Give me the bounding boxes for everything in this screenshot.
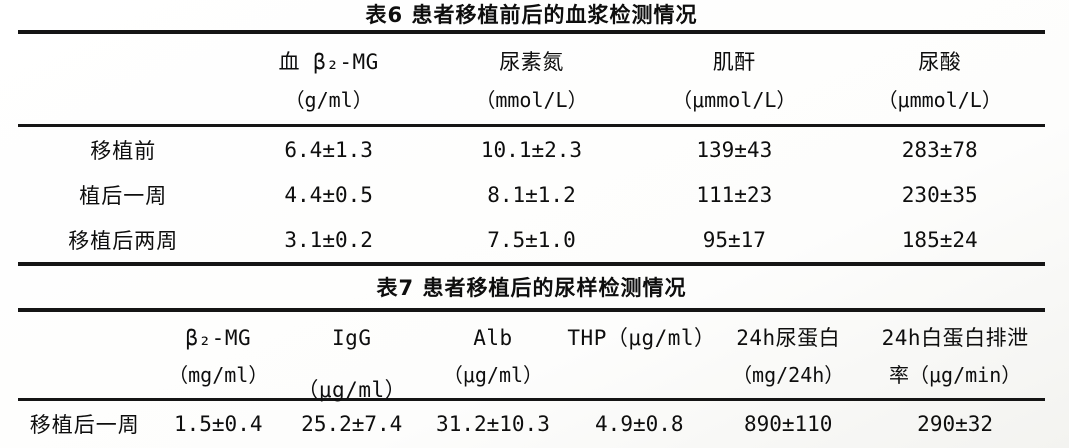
- column-name: 血 β₂-MG: [278, 50, 379, 74]
- column-unit: （μmmol/L）: [877, 88, 1002, 112]
- table7-header-rowlabel-empty: [18, 308, 152, 401]
- table-cell: 185±24: [834, 217, 1045, 266]
- column-unit: （g/ml）: [284, 88, 373, 112]
- table-cell: 290±32: [917, 411, 994, 436]
- table-row-pre-transplant: 移植前 6.4±1.3 10.1±2.3 139±43 283±78: [18, 126, 1045, 173]
- table7-header-row: β₂-MG （mg/ml） IgG（μg/ml） Alb （μg/ml） THP…: [18, 308, 1045, 402]
- table-cell: 111±23: [696, 182, 773, 207]
- table6-title: 表6 患者移植前后的血浆检测情况: [365, 3, 698, 27]
- table7-header-24h-albumin-excretion-rate: 24h白蛋白排泄 率（μg/min）: [865, 308, 1045, 401]
- column-unit: [567, 355, 711, 398]
- table6-header-urea-nitrogen: 尿素氮 （mmol/L）: [428, 30, 635, 127]
- column-unit: （mmol/L）: [475, 88, 588, 112]
- column-unit: 率（μg/min）: [888, 363, 1022, 387]
- column-name: THP（μg/ml）: [567, 326, 716, 350]
- table-cell: 25.2±7.4: [301, 411, 403, 436]
- table6-header-rowlabel-empty: [18, 30, 229, 127]
- column-name: 肌酐: [712, 50, 756, 74]
- table-cell: 1.5±0.4: [173, 411, 263, 436]
- table-cell: 139±43: [696, 137, 773, 162]
- table7-header-alb: Alb （μg/ml）: [418, 308, 568, 401]
- table-row-two-weeks-post: 移植后两周 3.1±0.2 7.5±1.0 95±17 185±24: [18, 217, 1045, 266]
- column-unit: （μg/ml）: [442, 363, 544, 387]
- table-cell: 8.1±1.2: [487, 182, 576, 207]
- column-name: 尿酸: [918, 50, 962, 74]
- column-name: 尿素氮: [499, 50, 564, 74]
- table-cell: 283±78: [901, 137, 978, 162]
- table-cell: 3.1±0.2: [228, 217, 429, 266]
- table-row-one-week-post-transplant: 移植后一周 1.5±0.4 25.2±7.4 31.2±10.3 4.9±0.8…: [18, 400, 1045, 447]
- row-label: 植后一周: [79, 183, 168, 208]
- column-name: 24h白蛋白排泄: [881, 326, 1029, 350]
- table6-plasma-tests: 血 β₂-MG （g/ml） 尿素氮 （mmol/L） 肌酐 （μmmol/L）…: [18, 30, 1045, 266]
- table-cell: 6.4±1.3: [284, 137, 373, 162]
- table-row-one-week-post: 植后一周 4.4±0.5 8.1±1.2 111±23 230±35: [18, 172, 1045, 217]
- column-name: Alb: [473, 326, 513, 350]
- column-unit: （mg/ml）: [168, 363, 269, 387]
- row-label: 移植后一周: [29, 412, 140, 437]
- table7-header-thp: THP（μg/ml）: [567, 308, 716, 401]
- column-name: 24h尿蛋白: [736, 326, 841, 350]
- table-cell: 4.4±0.5: [284, 182, 373, 207]
- column-unit: （μmmol/L）: [672, 88, 797, 112]
- table7-urine-tests: β₂-MG （mg/ml） IgG（μg/ml） Alb （μg/ml） THP…: [18, 308, 1045, 446]
- table-cell: 31.2±10.3: [436, 411, 550, 436]
- table7-header-beta2mg: β₂-MG （mg/ml）: [151, 308, 285, 401]
- table-cell: 4.9±0.8: [595, 411, 684, 436]
- table-cell: 7.5±1.0: [428, 217, 635, 266]
- table7-header-igg: IgG（μg/ml）: [285, 308, 419, 402]
- table-cell: 95±17: [634, 217, 835, 266]
- table6-header-blood-beta2mg: 血 β₂-MG （g/ml）: [228, 30, 429, 127]
- row-label: 移植前: [90, 138, 157, 163]
- table7-title: 表7 患者移植后的尿样检测情况: [376, 276, 687, 300]
- table7-header-24h-urine-protein: 24h尿蛋白 （mg/24h）: [711, 308, 866, 401]
- column-unit: （mg/24h）: [732, 363, 845, 387]
- table6-header-row: 血 β₂-MG （g/ml） 尿素氮 （mmol/L） 肌酐 （μmmol/L）…: [18, 30, 1045, 127]
- table-cell: 230±35: [901, 182, 978, 207]
- row-label: 移植后两周: [18, 217, 229, 266]
- table6-header-uric-acid: 尿酸 （μmmol/L）: [834, 30, 1045, 127]
- column-name: β₂-MG: [185, 326, 252, 350]
- column-name: IgG（μg/ml）: [297, 326, 407, 402]
- table-cell: 890±110: [743, 411, 833, 436]
- table6-header-creatinine: 肌酐 （μmmol/L）: [634, 30, 835, 127]
- table-cell: 10.1±2.3: [480, 137, 583, 162]
